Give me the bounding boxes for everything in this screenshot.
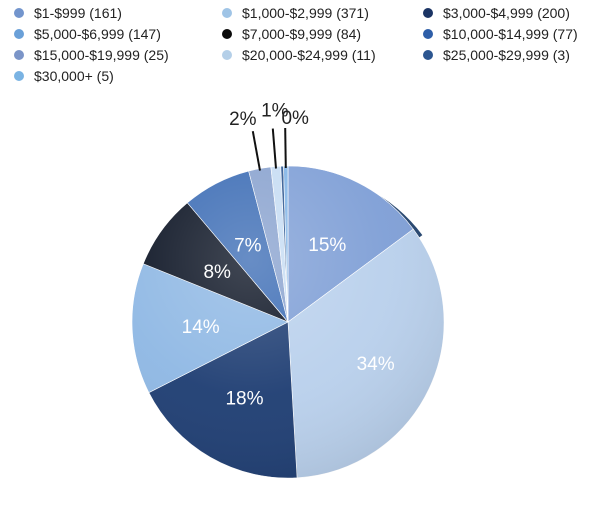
legend-item: $3,000-$4,999 (200)	[423, 4, 570, 22]
legend-marker	[222, 50, 232, 60]
legend-label: $25,000-$29,999 (3)	[443, 47, 570, 63]
legend-item: $1-$999 (161)	[14, 4, 122, 22]
slice-percent-label: 7%	[234, 235, 262, 256]
legend-marker	[423, 29, 433, 39]
legend-item: $10,000-$14,999 (77)	[423, 25, 578, 43]
slice-percent-label: 0%	[281, 108, 309, 129]
legend-marker	[222, 29, 232, 39]
chart-legend: $1-$999 (161) $1,000-$2,999 (371) $3,000-$…	[0, 0, 602, 92]
slice-percent-label: 8%	[203, 262, 231, 283]
slice-percent-label: 15%	[308, 235, 346, 256]
legend-item: $25,000-$29,999 (3)	[423, 46, 570, 64]
legend-label: $1-$999 (161)	[34, 5, 122, 21]
legend-label: $3,000-$4,999 (200)	[443, 5, 570, 21]
slice-percent-label: 1%	[261, 101, 289, 122]
legend-label: $30,000+ (5)	[34, 68, 114, 84]
legend-label: $10,000-$14,999 (77)	[443, 26, 578, 42]
legend-item: $1,000-$2,999 (371)	[222, 4, 369, 22]
callout-line	[271, 128, 277, 169]
legend-marker	[14, 50, 24, 60]
legend-label: $20,000-$24,999 (11)	[242, 47, 376, 63]
legend-marker	[222, 8, 232, 18]
legend-label: $5,000-$6,999 (147)	[34, 26, 161, 42]
legend-marker	[14, 8, 24, 18]
legend-marker	[14, 29, 24, 39]
legend-label: $7,000-$9,999 (84)	[242, 26, 362, 42]
callout-line	[284, 127, 287, 169]
legend-item: $20,000-$24,999 (11)	[222, 46, 376, 64]
legend-marker	[423, 8, 433, 18]
slice-percent-label: 34%	[357, 354, 395, 375]
slice-percent-label: 2%	[229, 109, 257, 130]
legend-item: $5,000-$6,999 (147)	[14, 25, 161, 43]
legend-label: $1,000-$2,999 (371)	[242, 5, 369, 21]
legend-marker	[14, 71, 24, 81]
legend-label: $15,000-$19,999 (25)	[34, 47, 169, 63]
legend-item: $30,000+ (5)	[14, 67, 114, 85]
legend-item: $15,000-$19,999 (25)	[14, 46, 169, 64]
legend-marker	[423, 50, 433, 60]
callout-line	[251, 131, 261, 171]
slice-percent-label: 14%	[182, 317, 220, 338]
slice-percent-label: 18%	[225, 389, 263, 410]
legend-item: $7,000-$9,999 (84)	[222, 25, 361, 43]
